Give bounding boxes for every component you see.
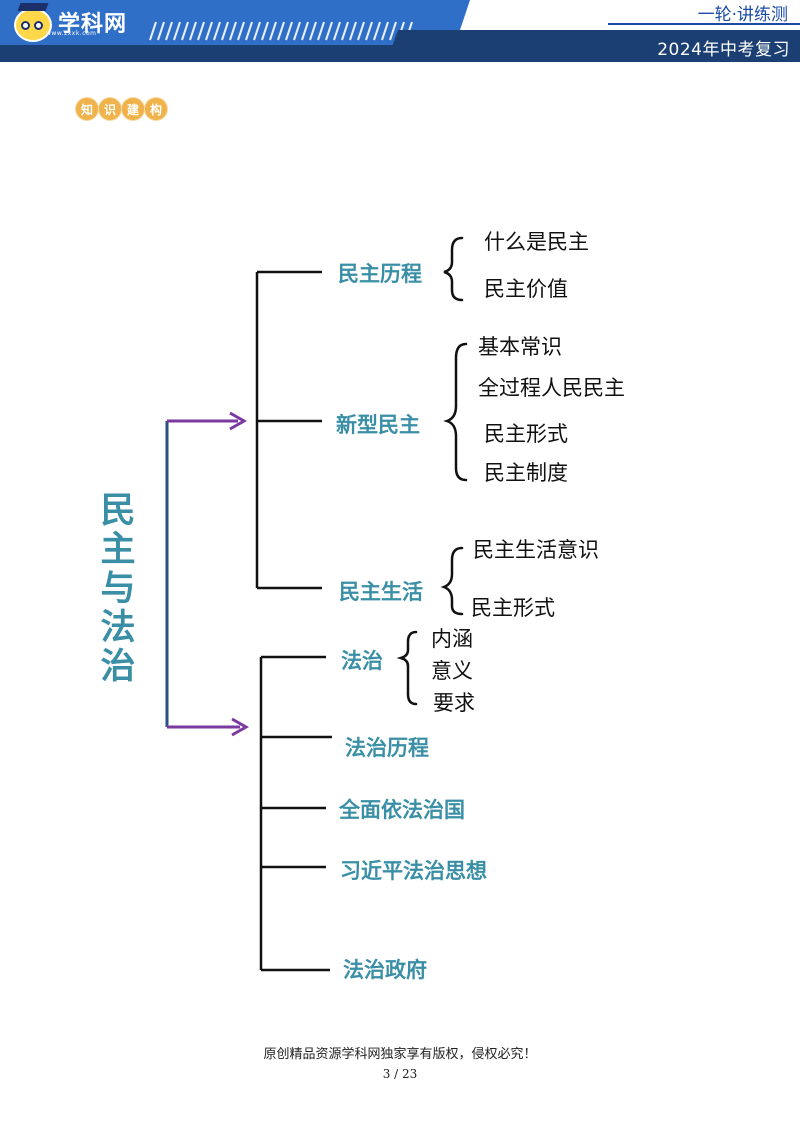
node-fazhi-licheng: 法治历程: [345, 736, 429, 760]
leaf: 民主形式: [484, 422, 568, 446]
badge-char: 建: [122, 98, 144, 120]
leaf: 民主制度: [484, 461, 568, 485]
badge-char: 知: [76, 98, 98, 120]
course-title: 2024年中考复习: [657, 40, 790, 60]
leaf: 民主生活意识: [473, 538, 599, 562]
node-minzhu-shenghuo: 民主生活: [339, 580, 423, 604]
leaf: 基本常识: [478, 335, 562, 359]
series-title: 一轮·讲练测: [697, 5, 788, 25]
logo-mascot-icon: [14, 3, 52, 42]
logo-text: 学科网: [58, 12, 128, 37]
copyright-notice: 原创精品资源学科网独家享有版权，侵权必究！: [263, 1047, 537, 1062]
node-xinxing-minzhu: 新型民主: [336, 413, 420, 437]
arrow-upper-head: [229, 411, 248, 431]
node-xi-fazhi-sixiang: 习近平法治思想: [340, 859, 487, 883]
badge-char: 构: [145, 98, 167, 120]
leaf: 意义: [431, 659, 473, 683]
node-minzhu-licheng: 民主历程: [338, 262, 422, 286]
leaf: 民主价值: [484, 277, 568, 301]
badge-char: 识: [99, 98, 121, 120]
leaf: 全过程人民民主: [478, 376, 625, 400]
node-fazhi-zhengfu: 法治政府: [343, 958, 427, 982]
header-banner: [0, 0, 800, 62]
leaf: 内涵: [431, 627, 473, 651]
section-badge: 知 识 建 构: [76, 98, 168, 120]
brace-fazhi: [396, 630, 418, 706]
leaf: 要求: [433, 691, 475, 715]
node-quanmian-yifa-zhiguo: 全面依法治国: [339, 798, 465, 822]
mindmap-root: 民主与法治: [100, 491, 136, 687]
site-logo[interactable]: 学科网: [14, 3, 128, 42]
leaf: 什么是民主: [484, 230, 589, 254]
arrow-lower-head: [231, 717, 250, 737]
brace-minzhu-shenghuo: [440, 546, 464, 616]
page-number: 3 / 23: [382, 1067, 418, 1081]
brace-minzhu-licheng: [443, 236, 464, 302]
leaf: 民主形式: [471, 596, 555, 620]
node-fazhi: 法治: [341, 649, 383, 673]
brace-xinxing-minzhu: [443, 342, 468, 482]
logo-url: www.zxxk.com: [46, 30, 97, 37]
